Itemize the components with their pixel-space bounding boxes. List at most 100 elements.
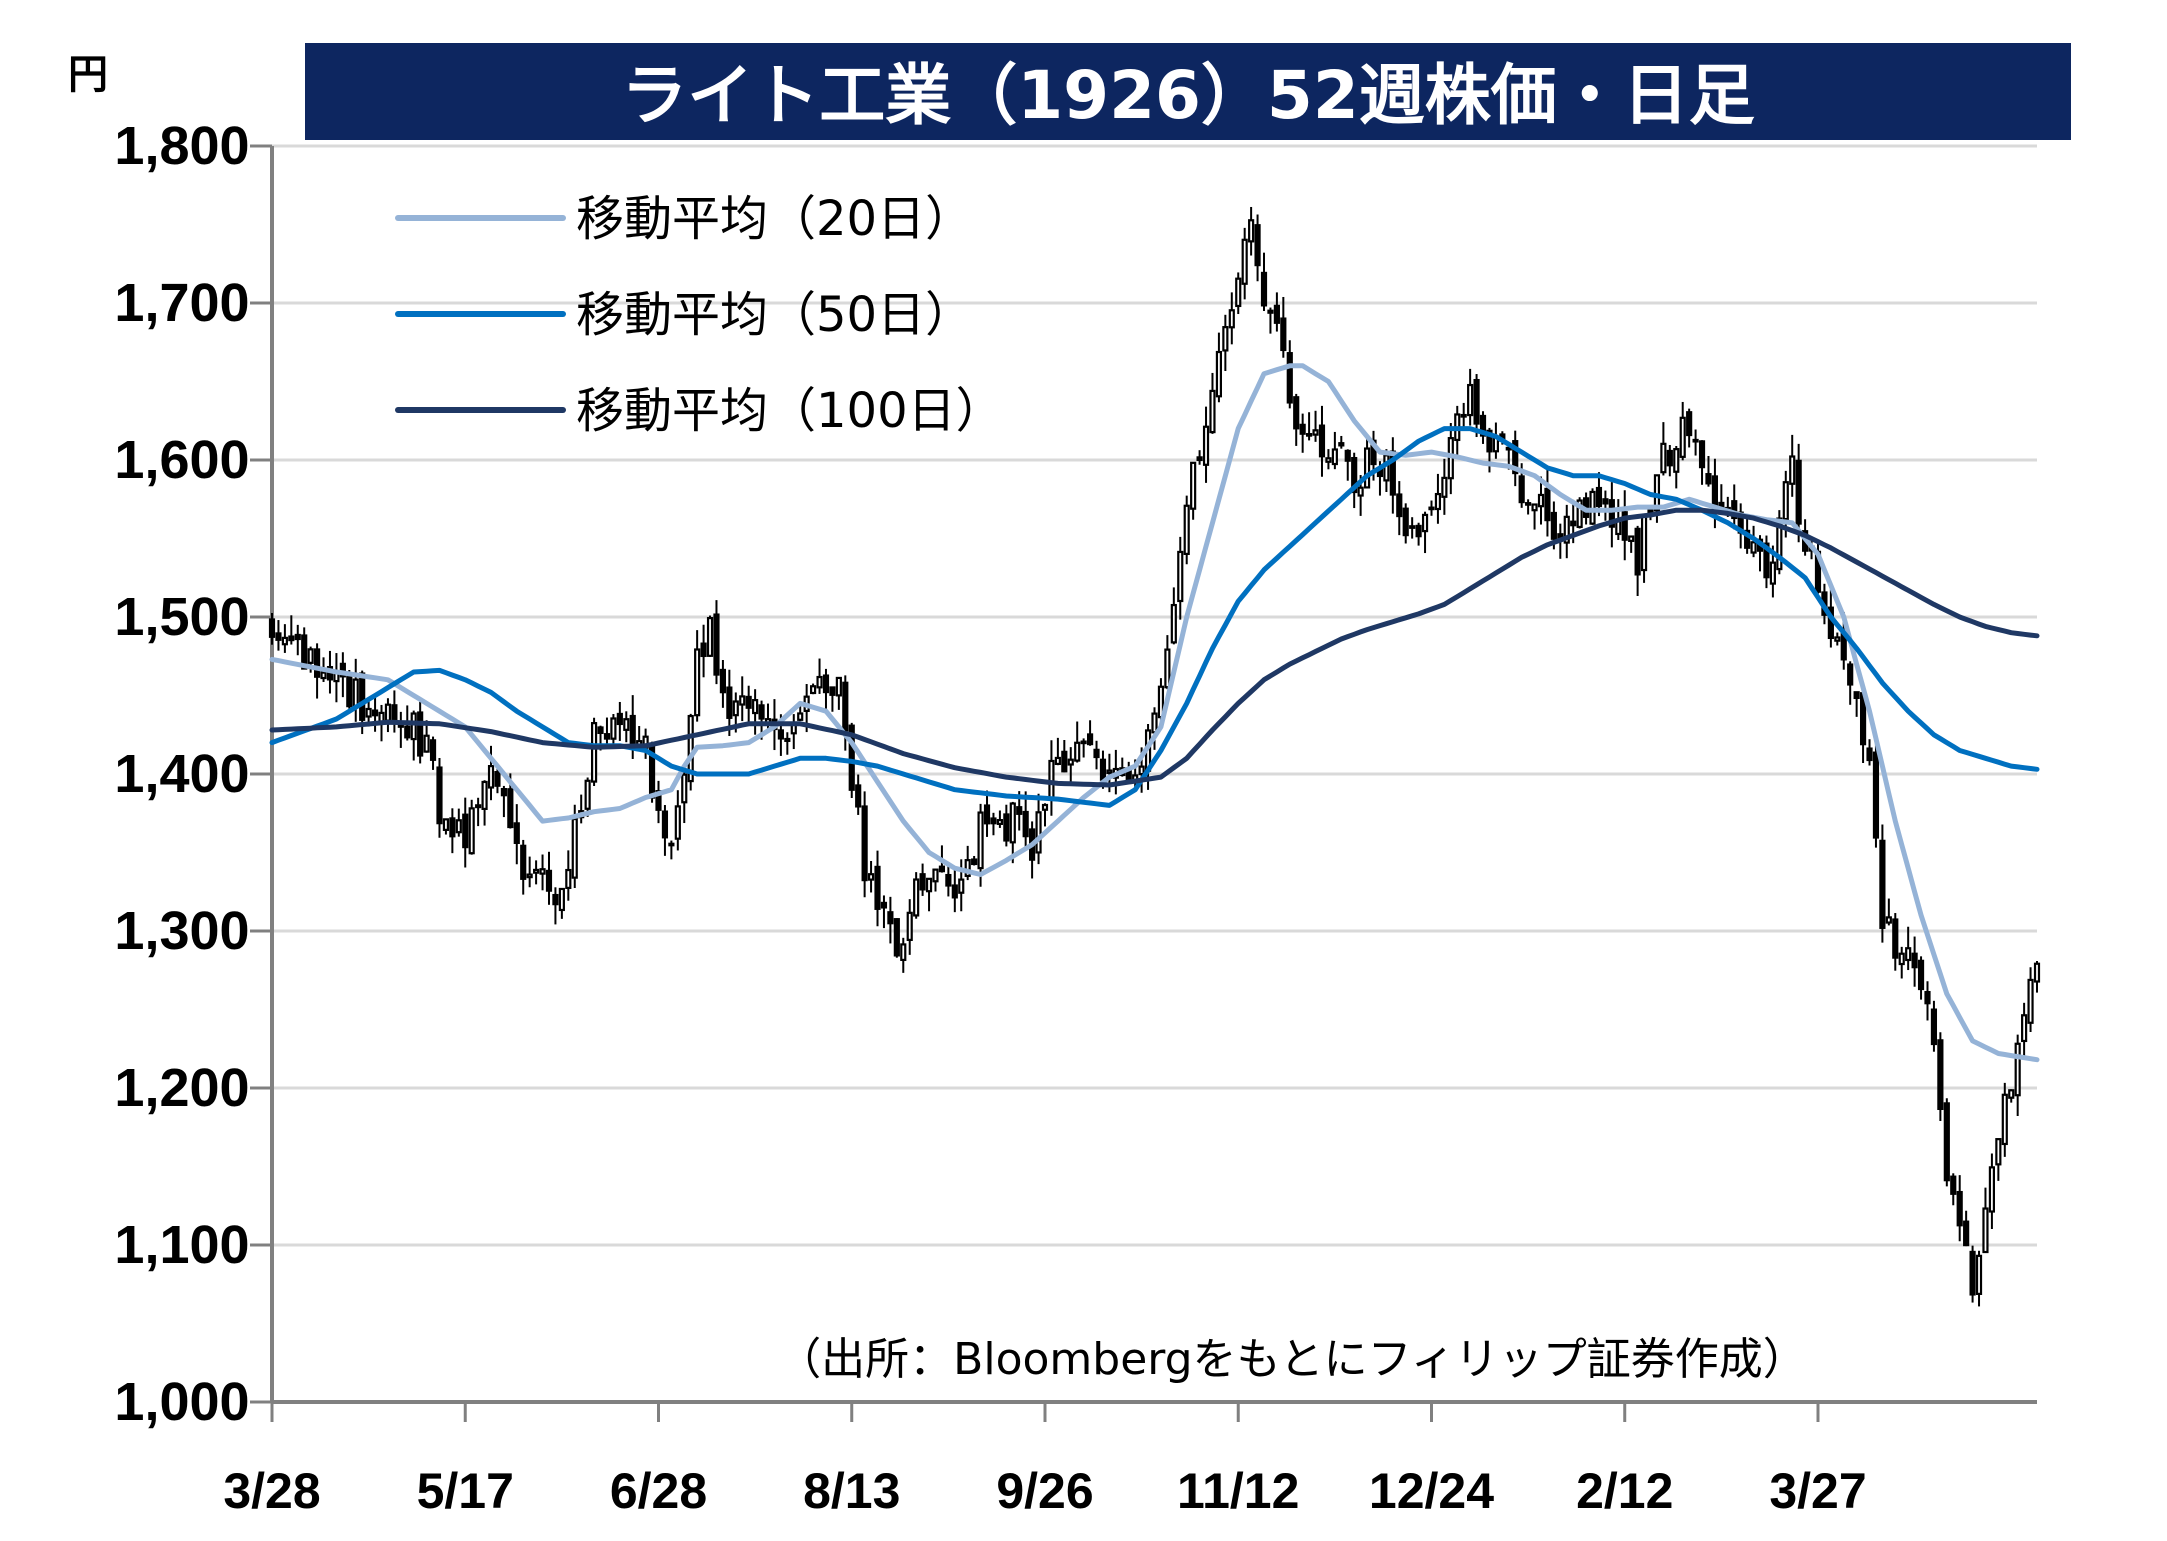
candle-36 xyxy=(500,785,507,818)
candle-211 xyxy=(1628,535,1635,553)
x-tick-label-8: 3/27 xyxy=(1769,1463,1866,1519)
candle-120 xyxy=(1041,803,1049,827)
candle-80 xyxy=(784,732,791,755)
candle-263 xyxy=(1963,1210,1970,1247)
y-tick-label-3: 1,300 xyxy=(114,901,249,961)
candle-151 xyxy=(1241,227,1248,300)
candle-176 xyxy=(1402,503,1409,544)
candle-99 xyxy=(906,899,913,955)
candle-178 xyxy=(1415,522,1422,546)
candle-272 xyxy=(2021,1002,2028,1057)
candle-147 xyxy=(1215,332,1223,403)
candle-257 xyxy=(1924,981,1931,1021)
candle-102 xyxy=(925,877,933,912)
x-tick-label-7: 2/12 xyxy=(1576,1463,1673,1519)
candle-70 xyxy=(719,659,727,708)
candle-158 xyxy=(1286,340,1293,409)
candle-153 xyxy=(1254,214,1261,282)
candle-252 xyxy=(1892,913,1899,971)
candle-177 xyxy=(1409,517,1416,539)
candle-269 xyxy=(2001,1082,2008,1157)
candle-144 xyxy=(1196,450,1203,465)
candle-149 xyxy=(1228,292,1235,345)
candle-122 xyxy=(1054,737,1061,766)
candle-152 xyxy=(1248,206,1255,256)
candle-259 xyxy=(1937,1032,1944,1121)
candle-166 xyxy=(1338,435,1345,449)
candle-29 xyxy=(455,808,462,837)
candle-1 xyxy=(275,620,282,651)
candle-20 xyxy=(397,711,404,748)
candle-73 xyxy=(739,676,746,722)
candle-148 xyxy=(1222,314,1229,372)
candle-49 xyxy=(584,777,591,817)
candle-50 xyxy=(590,717,598,787)
candle-35 xyxy=(494,769,501,794)
candle-33 xyxy=(481,780,488,826)
candle-143 xyxy=(1190,461,1197,520)
candle-236 xyxy=(1789,434,1796,497)
ma-line-ma100 xyxy=(269,507,2040,788)
y-tick-label-0: 1,000 xyxy=(114,1372,249,1432)
candle-5 xyxy=(301,627,308,670)
candle-96 xyxy=(887,896,894,944)
candle-52 xyxy=(603,717,611,745)
candle-264 xyxy=(1969,1245,1976,1303)
candle-196 xyxy=(1531,503,1538,530)
candle-68 xyxy=(706,615,714,657)
candle-164 xyxy=(1325,449,1332,470)
candle-109 xyxy=(971,855,978,866)
candle-69 xyxy=(713,600,720,685)
candle-42 xyxy=(539,854,546,891)
candle-121 xyxy=(1048,740,1055,816)
legend-label-ma50: 移動平均（50日） xyxy=(576,287,973,343)
candle-221 xyxy=(1692,429,1699,456)
candle-108 xyxy=(964,845,971,881)
candle-31 xyxy=(468,799,475,855)
candle-218 xyxy=(1673,445,1680,489)
candle-150 xyxy=(1235,272,1242,315)
candle-255 xyxy=(1911,936,1918,987)
legend-label-ma20: 移動平均（20日） xyxy=(576,191,973,247)
candle-23 xyxy=(417,701,424,764)
candle-111 xyxy=(983,790,991,837)
candle-46 xyxy=(565,850,572,901)
candle-7 xyxy=(314,643,321,699)
candle-124 xyxy=(1067,747,1074,786)
candle-256 xyxy=(1917,956,1925,1000)
candle-216 xyxy=(1660,422,1667,476)
y-axis-tick-labels: 1,000 1,100 1,200 1,300 1,400 1,500 1,600 1,700… xyxy=(114,116,249,1432)
candle-198 xyxy=(1544,468,1551,537)
candle-246 xyxy=(1853,691,1860,717)
candle-254 xyxy=(1905,926,1912,971)
candle-212 xyxy=(1634,525,1641,597)
candle-187 xyxy=(1473,374,1480,438)
candle-64 xyxy=(681,767,688,824)
candle-53 xyxy=(610,714,617,746)
x-tick-label-6: 12/24 xyxy=(1369,1463,1494,1519)
candle-10 xyxy=(333,653,340,703)
candle-127 xyxy=(1086,720,1094,746)
candle-253 xyxy=(1898,946,1905,979)
candle-258 xyxy=(1930,1000,1938,1052)
candle-201 xyxy=(1563,504,1570,559)
candle-262 xyxy=(1956,1175,1963,1242)
candle-167 xyxy=(1344,449,1351,481)
candle-157 xyxy=(1280,296,1287,358)
candle-174 xyxy=(1389,437,1396,514)
candle-179 xyxy=(1421,511,1429,554)
candle-27 xyxy=(442,818,450,835)
candle-126 xyxy=(1080,738,1087,758)
candle-71 xyxy=(726,669,733,736)
candle-94 xyxy=(874,850,881,927)
candle-75 xyxy=(752,689,759,735)
legend-label-ma100: 移動平均（100日） xyxy=(576,383,1004,439)
x-axis-tick-labels: 3/28 5/17 6/28 8/13 9/26 11/12 12/24 2/12 3/27 xyxy=(223,1463,1866,1519)
candle-219 xyxy=(1679,401,1686,461)
candle-249 xyxy=(1872,736,1880,848)
candle-125 xyxy=(1074,721,1081,763)
candle-265 xyxy=(1975,1250,1983,1307)
candle-43 xyxy=(545,851,553,905)
x-tick-label-5: 11/12 xyxy=(1177,1463,1299,1519)
